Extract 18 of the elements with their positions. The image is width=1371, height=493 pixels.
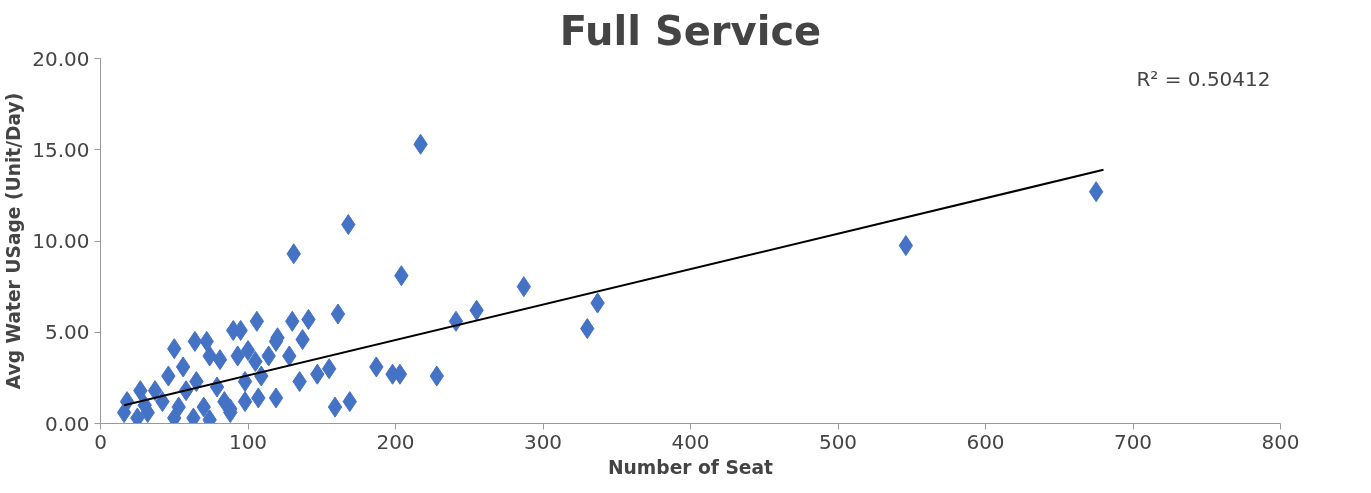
x-tick-label: 0 <box>94 429 107 454</box>
x-tick-label: 200 <box>376 429 415 454</box>
x-tick-label: 700 <box>1113 429 1153 454</box>
y-tick-label: 20.00 <box>32 46 90 71</box>
x-tick-label: 800 <box>1261 429 1300 454</box>
x-tick-label: 400 <box>671 429 710 454</box>
x-tick-label: 600 <box>966 429 1005 454</box>
y-tick-label: 15.00 <box>32 137 90 162</box>
x-axis-title: Number of Seat <box>607 456 774 478</box>
y-axis-title: Avg Water USage (Unit/Day) <box>3 92 25 390</box>
annotation: R² = 0.50412 <box>1136 66 1271 91</box>
x-tick-label: 100 <box>228 429 268 454</box>
x-tick-label: 500 <box>818 429 858 454</box>
x-tick-label: 300 <box>523 429 563 454</box>
y-tick-label: 5.00 <box>44 320 90 345</box>
chart-title: Full Service <box>559 7 822 54</box>
y-tick-label: 0.00 <box>44 411 90 436</box>
y-tick-label: 10.00 <box>32 229 90 253</box>
